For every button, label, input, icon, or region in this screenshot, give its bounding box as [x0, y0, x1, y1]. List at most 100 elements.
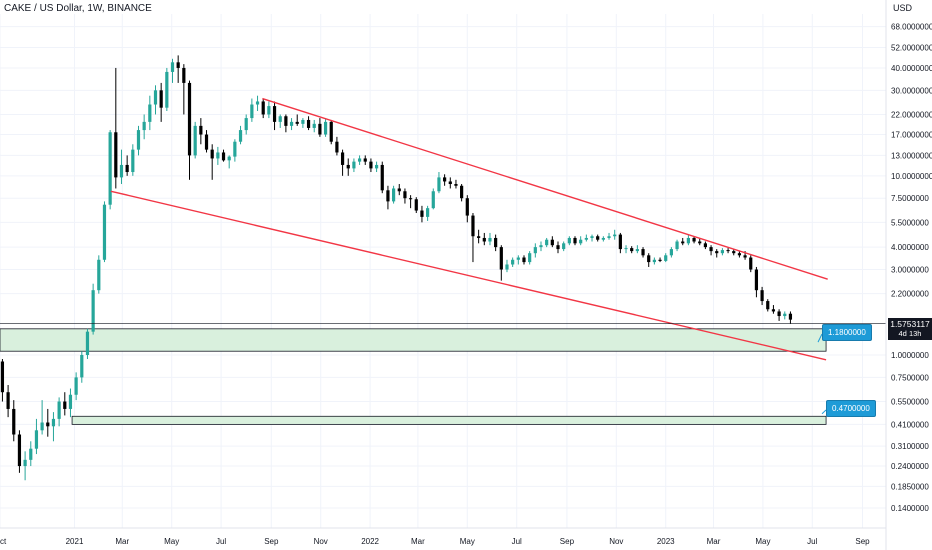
candle-body	[596, 236, 600, 240]
candle-body	[613, 234, 617, 237]
candle-body	[647, 255, 651, 263]
candle-body	[567, 237, 571, 244]
callout-pointer	[817, 333, 823, 343]
candle-body	[788, 313, 793, 320]
candle-body	[545, 239, 549, 246]
x-tick-label: Nov	[314, 537, 328, 546]
candle-body	[29, 448, 33, 460]
x-tick-label: Sep	[560, 537, 575, 546]
candle-body	[533, 247, 537, 254]
y-tick-label: 0.2400000	[891, 462, 929, 471]
candle-body	[715, 251, 719, 254]
candle-body	[386, 190, 390, 202]
candle-body	[187, 82, 192, 156]
candle-body	[306, 119, 311, 128]
y-tick-label: 13.0000000	[891, 151, 932, 160]
candle-body	[573, 237, 577, 244]
x-tick-label: 2022	[361, 537, 379, 546]
candle-body	[618, 234, 622, 250]
candle-body	[199, 125, 203, 135]
y-tick-label: 17.0000000	[891, 131, 932, 140]
candle-body	[125, 164, 129, 173]
y-tick-label: 40.0000000	[891, 64, 932, 73]
y-tick-label: 52.0000000	[891, 44, 932, 53]
y-tick-label: 0.5500000	[891, 398, 929, 407]
candle-body	[12, 408, 16, 435]
candle-body	[562, 243, 566, 250]
candle-body	[153, 90, 158, 105]
candles	[0, 55, 793, 481]
candle-body	[494, 237, 498, 248]
candle-body	[233, 141, 237, 157]
candle-body	[443, 177, 447, 182]
candle-body	[40, 422, 44, 431]
y-tick-label: 0.7500000	[891, 373, 929, 382]
candle-body	[176, 62, 180, 68]
y-tick-label: 3.0000000	[891, 266, 929, 275]
candle-body	[488, 237, 492, 242]
x-tick-label: Sep	[264, 537, 279, 546]
candle-body	[85, 331, 90, 356]
candle-body	[448, 181, 452, 185]
y-tick-label: 22.0000000	[891, 110, 932, 119]
x-tick-label: Nov	[609, 537, 623, 546]
candle-body	[6, 392, 10, 409]
candle-body	[669, 249, 673, 256]
candle-body	[709, 247, 713, 252]
candle-body	[511, 259, 515, 265]
candle-body	[142, 121, 146, 131]
last-price-tag: 1.5753117 4d 13h	[888, 318, 932, 340]
candle-body	[556, 245, 560, 250]
candle-body	[57, 401, 61, 419]
candle-body	[170, 62, 175, 72]
candle-body	[363, 158, 367, 162]
candle-body	[471, 215, 475, 237]
callout-1180[interactable]: 1.1800000	[822, 324, 872, 341]
candle-body	[148, 104, 152, 122]
candle-body	[380, 164, 384, 191]
candle-body	[193, 125, 197, 156]
y-tick-label: 30.0000000	[891, 86, 932, 95]
candle-body	[528, 253, 532, 263]
candle-body	[607, 236, 611, 238]
candle-body	[737, 253, 742, 256]
candle-body	[182, 67, 186, 83]
x-tick-label: 2021	[66, 537, 84, 546]
candle-body	[369, 161, 373, 169]
candle-body	[499, 247, 503, 270]
candle-body	[732, 251, 736, 254]
candle-body	[17, 434, 22, 467]
candle-body	[318, 123, 322, 135]
candle-body	[771, 309, 776, 312]
candle-body	[91, 290, 95, 332]
candle-body	[74, 377, 78, 395]
trendlines	[110, 97, 828, 361]
candle-body	[250, 104, 254, 119]
grid	[0, 14, 886, 528]
callout-pointer	[821, 409, 827, 415]
candle-body	[23, 459, 27, 467]
candle-body	[579, 239, 583, 244]
x-tick-label: May	[460, 537, 475, 546]
candle-body	[743, 255, 747, 258]
candle-body	[238, 130, 243, 142]
last-price-line	[0, 323, 886, 415]
x-tick-label: Jul	[807, 537, 817, 546]
y-tick-label: 10.0000000	[891, 172, 932, 181]
candle-body	[210, 149, 214, 159]
candle-body	[301, 119, 305, 124]
candle-body	[777, 311, 781, 317]
candle-body	[675, 241, 679, 250]
candle-body	[749, 257, 753, 270]
candle-body	[505, 264, 509, 270]
candle-body	[726, 250, 730, 252]
callout-0470[interactable]: 0.4700000	[826, 400, 876, 417]
candle-body	[119, 164, 124, 178]
candle-body	[159, 90, 163, 108]
candle-body	[204, 134, 209, 150]
y-tick-label: 0.1400000	[891, 504, 929, 513]
candle-body	[420, 210, 424, 217]
candle-body	[312, 123, 316, 128]
